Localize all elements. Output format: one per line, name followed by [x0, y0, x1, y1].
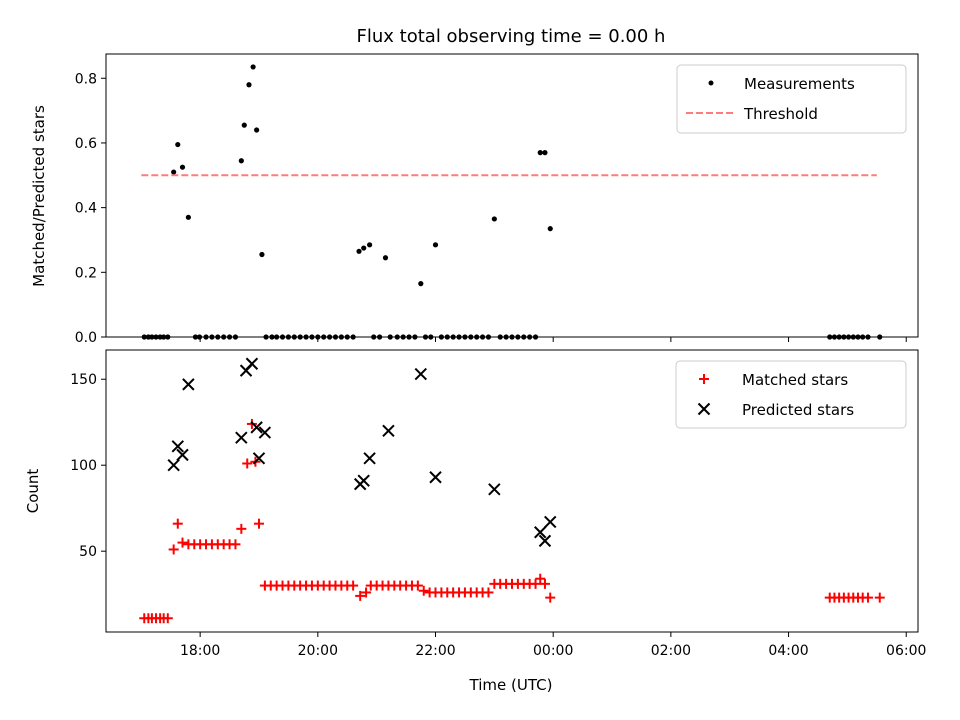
bottom-x-tick-label: 04:00	[768, 643, 808, 659]
measurement-point	[246, 82, 252, 88]
matched-stars-point	[361, 587, 372, 598]
bottom-y-axis-label: Count	[24, 469, 42, 514]
measurement-point	[491, 216, 497, 222]
matched-stars-point	[418, 585, 429, 596]
predicted-stars-point	[429, 471, 442, 484]
top-legend-box	[676, 64, 907, 134]
measurement-point	[241, 122, 247, 128]
top-y-tick-label: 0.4	[75, 201, 97, 217]
top-y-tick-label: 0.0	[75, 330, 97, 346]
predicted-stars-point	[544, 515, 557, 529]
legend-matched-marker	[699, 374, 709, 384]
matched-stars-point	[483, 587, 494, 598]
bottom-x-tick-label: 18:00	[180, 643, 220, 659]
measurement-point	[185, 214, 191, 220]
predicted-stars-point	[245, 357, 259, 370]
measurement-point	[537, 150, 543, 156]
measurement-point	[259, 251, 265, 258]
matched-stars-point	[862, 592, 873, 603]
measurement-point	[356, 248, 362, 254]
predicted-stars-point	[176, 448, 189, 462]
matched-stars-point	[530, 578, 541, 589]
predicted-stars-point	[488, 483, 501, 496]
legend-measurements-marker	[708, 80, 714, 86]
bottom-x-ticks: 18:00 20:00 22:00 00:00 02:00 04:00 06:00	[180, 632, 926, 659]
bottom-x-tick-label: 00:00	[533, 643, 573, 659]
measurement-point	[175, 141, 181, 148]
predicted-stars-point	[182, 378, 195, 391]
predicted-stars-point	[538, 534, 552, 548]
predicted-stars-point	[382, 424, 395, 438]
bottom-legend: Matched stars Predicted stars	[675, 360, 907, 429]
matched-stars-point	[348, 580, 359, 591]
predicted-stars-point	[363, 452, 376, 465]
matched-stars-point	[162, 613, 173, 624]
matched-stars-point	[355, 590, 366, 601]
measurement-point	[238, 158, 244, 164]
predicted-stars-point	[235, 431, 248, 444]
bottom-panel: 50 100 150 18:00 20:00 22:00 00:00 02:00 04:00 0…	[24, 349, 926, 694]
legend-predicted-label: Predicted stars	[742, 401, 854, 419]
legend-threshold-label: Threshold	[743, 105, 818, 123]
matched-stars-point	[535, 573, 546, 584]
measurement-point	[361, 245, 367, 251]
top-marks	[141, 64, 883, 340]
bottom-y-tick-label: 150	[70, 372, 97, 388]
measurement-point	[179, 164, 186, 170]
measurement-point	[250, 64, 256, 70]
matched-stars-point	[172, 518, 183, 529]
predicted-stars-point	[414, 367, 428, 381]
bottom-legend-box	[675, 360, 907, 429]
top-y-tick-label: 0.8	[75, 71, 97, 87]
predicted-stars-point	[250, 421, 263, 434]
bottom-y-ticks: 50 100 150	[70, 372, 106, 560]
predicted-stars-point	[357, 474, 370, 487]
predicted-stars-point	[252, 452, 266, 465]
measurement-point	[418, 281, 424, 287]
x-axis-label: Time (UTC)	[469, 676, 553, 694]
top-axes-frame	[105, 53, 919, 338]
legend-measurements-label: Measurements	[744, 75, 855, 93]
bottom-x-tick-label: 20:00	[298, 643, 338, 659]
top-x-ticks	[199, 337, 907, 342]
predicted-stars-point	[534, 526, 547, 539]
chart-title: Flux total observing time = 0.00 h	[357, 26, 666, 47]
top-y-ticks: 0.0 0.2 0.4 0.6 0.8	[75, 71, 106, 346]
legend-matched-label: Matched stars	[742, 371, 848, 389]
measurement-point	[171, 169, 177, 175]
matched-stars-point	[168, 544, 179, 555]
top-legend: Measurements Threshold	[676, 64, 907, 134]
matched-stars-point	[177, 537, 188, 548]
measurement-point	[367, 242, 373, 248]
measurement-point	[254, 127, 260, 133]
bottom-x-tick-label: 06:00	[886, 643, 926, 659]
matched-stars-point	[539, 578, 550, 589]
measurement-point	[547, 226, 553, 232]
top-y-tick-label: 0.6	[75, 136, 97, 152]
bottom-x-tick-label: 22:00	[415, 643, 455, 659]
bottom-x-tick-label: 02:00	[651, 643, 691, 659]
bottom-marks	[139, 357, 885, 624]
matched-stars-point	[253, 518, 264, 529]
bottom-y-tick-label: 100	[70, 458, 97, 474]
measurement-point	[542, 150, 548, 156]
matched-stars-point	[412, 580, 423, 591]
predicted-stars-point	[167, 459, 180, 472]
matched-stars-point	[242, 458, 253, 469]
top-panel: 0.00.20.40.60.8 Matched/Predicted stars …	[30, 53, 919, 346]
matched-stars-point	[230, 539, 241, 550]
matched-stars-point	[545, 592, 556, 603]
legend-predicted-marker	[697, 402, 711, 416]
top-y-axis-label: Matched/Predicted stars	[30, 105, 48, 287]
measurement-point	[382, 255, 389, 261]
bottom-y-tick-label: 50	[79, 544, 97, 560]
bottom-axes-frame	[105, 349, 919, 633]
top-y-tick-label: 0.2	[75, 265, 97, 281]
measurement-point	[432, 242, 439, 248]
predicted-stars-point	[258, 426, 272, 439]
matched-stars-point	[236, 523, 247, 534]
predicted-stars-point	[171, 440, 184, 453]
matched-stars-point	[874, 592, 885, 603]
